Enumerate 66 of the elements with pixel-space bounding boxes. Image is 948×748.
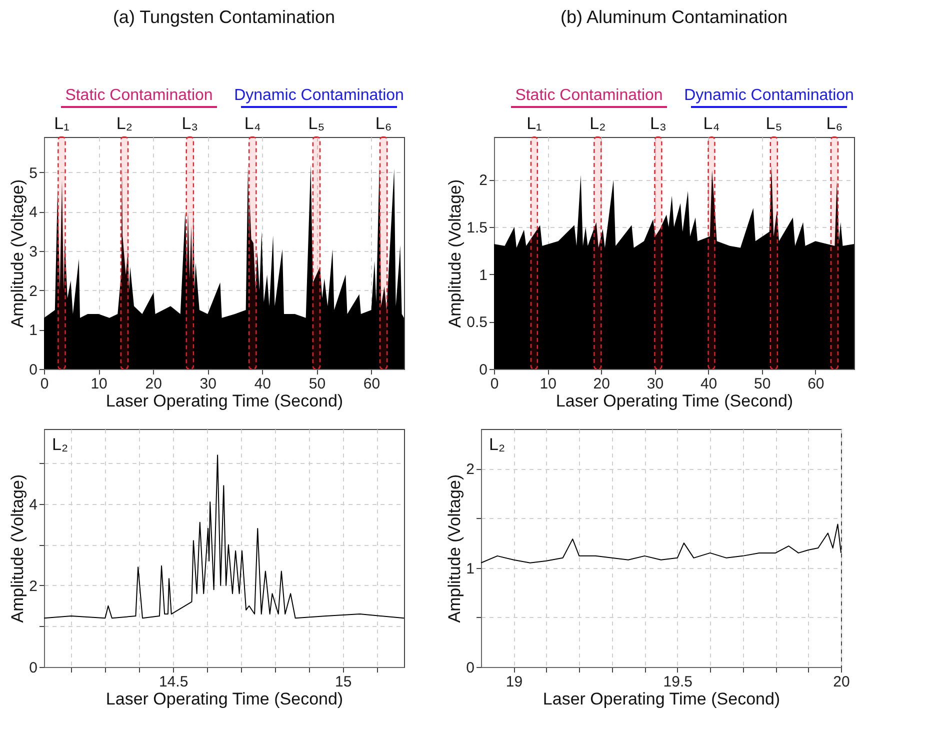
y-tick-label: 0: [466, 660, 474, 676]
band-label: L₂: [116, 114, 132, 133]
x-tick-label: 10: [540, 376, 556, 392]
x-tick-label: 20: [833, 674, 850, 690]
y-tick-label: 0: [29, 660, 38, 676]
x-tick-label: 60: [808, 376, 824, 392]
y-tick-label: 3: [29, 244, 38, 261]
y-tick-label: 2: [479, 172, 488, 190]
line-series: [480, 524, 842, 564]
y-tick-label: 2: [29, 578, 38, 595]
y-tick-label: 1: [479, 266, 488, 284]
x-tick-label: 0: [490, 376, 499, 392]
y-tick-label: 2: [29, 282, 38, 300]
y-tick-label: 1: [29, 322, 38, 340]
x-tick-label: 10: [90, 376, 108, 392]
x-tick-label: 60: [363, 376, 380, 392]
y-tick-label: 1.5: [466, 219, 488, 236]
x-axis-title: Laser Operating Time (Second): [106, 392, 344, 410]
line-series: [44, 454, 404, 619]
band-label: L₃: [182, 114, 198, 133]
x-tick-label: 30: [200, 376, 216, 392]
x-axis-title: Laser Operating Time (Second): [542, 690, 780, 708]
band-label: L₃: [650, 114, 666, 133]
x-tick-label: 19: [506, 674, 523, 690]
x-tick-label: 20: [145, 376, 162, 392]
band-label: L₆: [826, 114, 843, 133]
text: Dynamic Contamination: [684, 87, 854, 104]
x-tick-label: 19.5: [663, 674, 692, 690]
y-tick-label: 5: [29, 164, 38, 182]
y-tick-label: 1: [466, 560, 474, 578]
x-tick-label: 14.5: [158, 674, 188, 690]
x-tick-label: 15: [335, 674, 352, 690]
chart-title: (b) Aluminum Contamination: [560, 7, 788, 27]
x-tick-label: 50: [308, 376, 326, 392]
x-tick-label: 30: [646, 376, 664, 392]
y-axis-title: Amplitude (Voltage): [446, 179, 465, 328]
y-tick-label: 4: [29, 204, 38, 222]
x-tick-label: 50: [754, 376, 771, 392]
band-label: L₄: [703, 114, 720, 133]
x-axis-title: Laser Operating Time (Second): [106, 690, 344, 708]
text: Static Contamination: [515, 87, 663, 104]
annotation: L₂: [489, 435, 506, 454]
band-label: L₆: [375, 114, 392, 133]
text: Static Contamination: [65, 87, 213, 104]
text: Dynamic Contamination: [234, 87, 404, 104]
band-label: L₅: [308, 114, 325, 133]
y-tick-label: 2: [466, 461, 474, 478]
band-label: L₁: [54, 114, 70, 133]
y-axis-title: Amplitude (Voltage): [8, 474, 28, 623]
y-axis-title: Amplitude (Voltage): [445, 474, 464, 623]
x-tick-label: 40: [700, 376, 718, 392]
y-axis-title: Amplitude (Voltage): [8, 179, 28, 328]
band-label: L₄: [244, 114, 261, 133]
x-tick-label: 20: [593, 376, 610, 392]
y-tick-label: 0: [29, 362, 38, 378]
y-tick-label: 0.5: [466, 314, 488, 332]
chart-title: (a) Tungsten Contamination: [112, 7, 336, 27]
annotation: L₂: [52, 435, 68, 454]
x-tick-label: 40: [254, 376, 272, 392]
band-label: L₅: [766, 114, 782, 133]
y-tick-label: 0: [479, 362, 488, 378]
y-tick-label: 4: [29, 496, 38, 514]
band-label: L₂: [590, 114, 606, 133]
band-label: L₁: [526, 114, 542, 133]
x-axis-title: Laser Operating Time (Second): [556, 392, 794, 410]
x-tick-label: 0: [40, 376, 49, 392]
